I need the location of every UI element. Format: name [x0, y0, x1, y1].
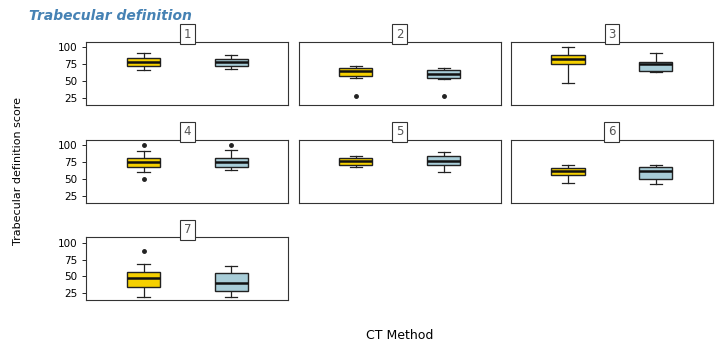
FancyBboxPatch shape — [427, 156, 460, 165]
FancyBboxPatch shape — [551, 168, 585, 175]
FancyBboxPatch shape — [551, 55, 585, 64]
Text: Trabecular definition: Trabecular definition — [29, 9, 192, 23]
FancyBboxPatch shape — [215, 158, 248, 166]
Text: 3: 3 — [608, 28, 616, 41]
FancyBboxPatch shape — [215, 59, 248, 66]
FancyBboxPatch shape — [339, 68, 372, 76]
FancyBboxPatch shape — [127, 158, 160, 166]
Text: 7: 7 — [184, 223, 192, 236]
Text: CT Method: CT Method — [366, 329, 433, 342]
FancyBboxPatch shape — [639, 167, 672, 179]
FancyBboxPatch shape — [339, 158, 372, 165]
Text: 2: 2 — [396, 28, 403, 41]
FancyBboxPatch shape — [639, 61, 672, 71]
Text: 1: 1 — [184, 28, 192, 41]
FancyBboxPatch shape — [427, 70, 460, 78]
FancyBboxPatch shape — [127, 272, 160, 287]
Text: 6: 6 — [608, 125, 616, 139]
FancyBboxPatch shape — [127, 58, 160, 66]
Text: 5: 5 — [396, 125, 403, 139]
FancyBboxPatch shape — [215, 273, 248, 291]
Text: Trabecular definition score: Trabecular definition score — [13, 97, 23, 245]
Text: 4: 4 — [184, 125, 192, 139]
